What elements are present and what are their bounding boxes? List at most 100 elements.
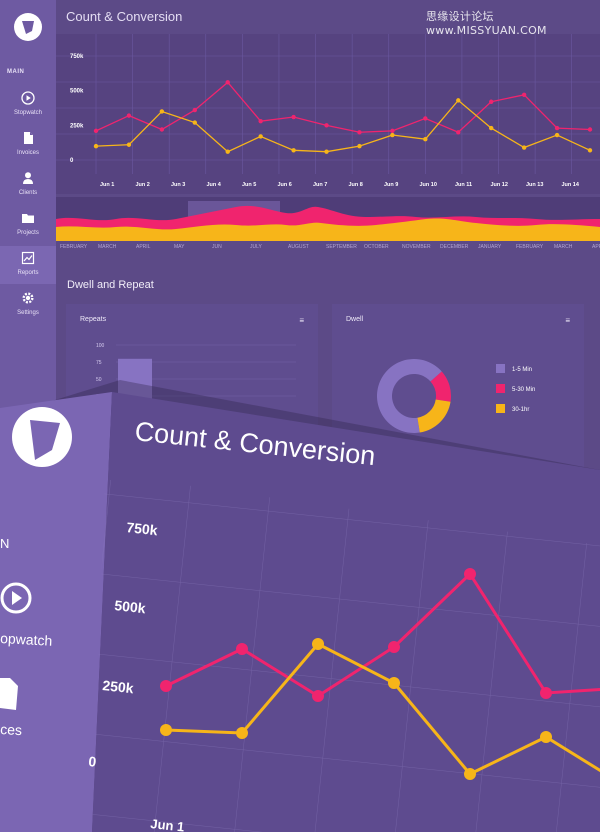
data-point[interactable] xyxy=(324,149,329,154)
dwell-donut-chart: 1-5 Min 5-30 Min 30-1hr xyxy=(377,359,535,433)
zoom-data-point[interactable] xyxy=(312,638,324,650)
data-point[interactable] xyxy=(159,109,165,114)
x-tick-label: Jun 3 xyxy=(171,182,185,188)
x-tick-label: Jun 8 xyxy=(349,182,363,188)
card-title: Repeats xyxy=(80,316,107,323)
zoom-data-point[interactable] xyxy=(312,690,324,702)
zoom-data-point[interactable] xyxy=(540,731,552,743)
timeline-month-label[interactable]: MAY xyxy=(174,244,185,250)
data-point[interactable] xyxy=(357,130,362,135)
data-point[interactable] xyxy=(456,98,461,103)
timeline-area-svg xyxy=(56,201,600,241)
data-point[interactable] xyxy=(587,127,593,132)
sidebar-item-label: Settings xyxy=(17,310,39,316)
data-point[interactable] xyxy=(225,80,230,85)
zoom-data-point[interactable] xyxy=(388,677,400,689)
zoom-data-point[interactable] xyxy=(160,680,172,692)
data-point[interactable] xyxy=(126,113,132,118)
zoom-partial-label: ces xyxy=(0,721,22,738)
app-logo-icon[interactable] xyxy=(13,12,43,42)
y-tick-label: 0 xyxy=(70,158,74,164)
timeline-month-label[interactable]: MARCH xyxy=(554,244,573,250)
data-point[interactable] xyxy=(423,116,428,121)
zoom-data-point[interactable] xyxy=(236,643,248,655)
timeline-month-label[interactable]: FEBRUARY xyxy=(516,244,544,250)
zoom-data-point[interactable] xyxy=(388,641,400,653)
data-point[interactable] xyxy=(291,114,296,120)
card-title: Dwell xyxy=(346,316,364,323)
data-point[interactable] xyxy=(258,134,263,139)
sidebar-item-projects[interactable]: Projects xyxy=(0,208,56,244)
sidebar-item-invoices[interactable]: Invoices xyxy=(0,128,56,164)
x-tick-label: Jun 12 xyxy=(491,182,508,188)
timeline-month-label[interactable]: APRIL xyxy=(136,244,151,250)
donut-slice[interactable] xyxy=(417,399,451,433)
sidebar-item-reports[interactable]: Reports xyxy=(0,246,56,284)
timeline-month-label[interactable]: APRIL xyxy=(592,244,600,250)
data-point[interactable] xyxy=(93,128,99,134)
timeline-month-label[interactable]: AUGUST xyxy=(288,244,309,250)
folder-icon xyxy=(22,214,34,223)
data-point[interactable] xyxy=(489,125,494,131)
zoom-partial-label: N xyxy=(0,536,9,551)
timeline-month-label[interactable]: MARCH xyxy=(98,244,117,250)
zoom-data-point[interactable] xyxy=(540,687,552,699)
timeline-month-label[interactable]: NOVEMBER xyxy=(402,244,431,250)
timeline-month-label[interactable]: JANUARY xyxy=(478,244,502,250)
timeline-month-label[interactable]: OCTOBER xyxy=(364,244,389,250)
x-tick-label: Jun 9 xyxy=(384,182,398,188)
data-point[interactable] xyxy=(258,118,263,124)
zoom-logo-icon[interactable] xyxy=(12,407,72,467)
data-point[interactable] xyxy=(357,143,362,149)
zoom-data-point[interactable] xyxy=(464,768,476,780)
zoom-data-point[interactable] xyxy=(160,724,172,736)
x-tick-label: Jun 14 xyxy=(562,182,580,188)
data-point[interactable] xyxy=(192,107,197,113)
x-tick-label: Jun 4 xyxy=(207,182,222,188)
card-menu-icon[interactable]: ≡ xyxy=(299,316,304,325)
legend-swatch xyxy=(496,404,505,413)
donut-slice[interactable] xyxy=(430,371,451,402)
timeline-month-label[interactable]: JULY xyxy=(250,244,262,250)
zoom-y-tick-label: 0 xyxy=(88,753,98,770)
watermark-text: 思缘设计论坛 www.MISSYUAN.COM xyxy=(426,10,547,37)
data-point[interactable] xyxy=(159,127,165,132)
data-point[interactable] xyxy=(521,145,527,150)
zoom-data-point[interactable] xyxy=(236,727,248,739)
data-point[interactable] xyxy=(521,92,527,98)
timeline-month-label[interactable]: JUN xyxy=(212,244,222,250)
data-point[interactable] xyxy=(489,99,494,104)
data-point[interactable] xyxy=(390,128,395,134)
section-title: Dwell and Repeat xyxy=(67,279,154,291)
x-tick-label: Jun 2 xyxy=(136,182,150,188)
data-point[interactable] xyxy=(587,148,593,153)
sidebar-item-stopwatch[interactable]: Stopwatch xyxy=(0,88,56,124)
sidebar-item-settings[interactable]: Settings xyxy=(0,288,56,324)
data-point[interactable] xyxy=(192,120,197,125)
data-point[interactable] xyxy=(554,125,560,131)
x-tick-label: Jun 13 xyxy=(526,182,543,188)
data-point[interactable] xyxy=(291,148,296,153)
data-point[interactable] xyxy=(324,123,329,128)
data-point[interactable] xyxy=(456,130,461,135)
y-tick-label: 75 xyxy=(96,360,102,366)
data-point[interactable] xyxy=(93,143,99,149)
zoom-y-tick-label: 250k xyxy=(102,677,135,696)
timeline-month-label[interactable]: FEBRUARY xyxy=(60,244,88,250)
donut-slice[interactable] xyxy=(377,359,442,433)
x-tick-label: Jun 1 xyxy=(100,182,114,188)
timeline-month-label[interactable]: DECEMBER xyxy=(440,244,469,250)
data-point[interactable] xyxy=(126,142,132,147)
zoom-data-point[interactable] xyxy=(464,568,476,580)
count-conversion-chart: 750k 500k 250k 0 Jun 1 Jun 2 Jun 3 Jun 4 Jun 5 Ju… xyxy=(56,34,600,194)
sidebar-item-clients[interactable]: Clients xyxy=(0,168,56,204)
gear-icon xyxy=(22,292,34,304)
data-point[interactable] xyxy=(423,137,428,142)
timeline-range-selector[interactable] xyxy=(56,197,600,241)
x-tick-label: Jun 5 xyxy=(242,182,256,188)
data-point[interactable] xyxy=(225,149,230,154)
timeline-month-label[interactable]: SEPTEMBER xyxy=(326,244,357,250)
card-menu-icon[interactable]: ≡ xyxy=(565,316,570,325)
data-point[interactable] xyxy=(554,132,560,138)
data-point[interactable] xyxy=(390,132,395,138)
